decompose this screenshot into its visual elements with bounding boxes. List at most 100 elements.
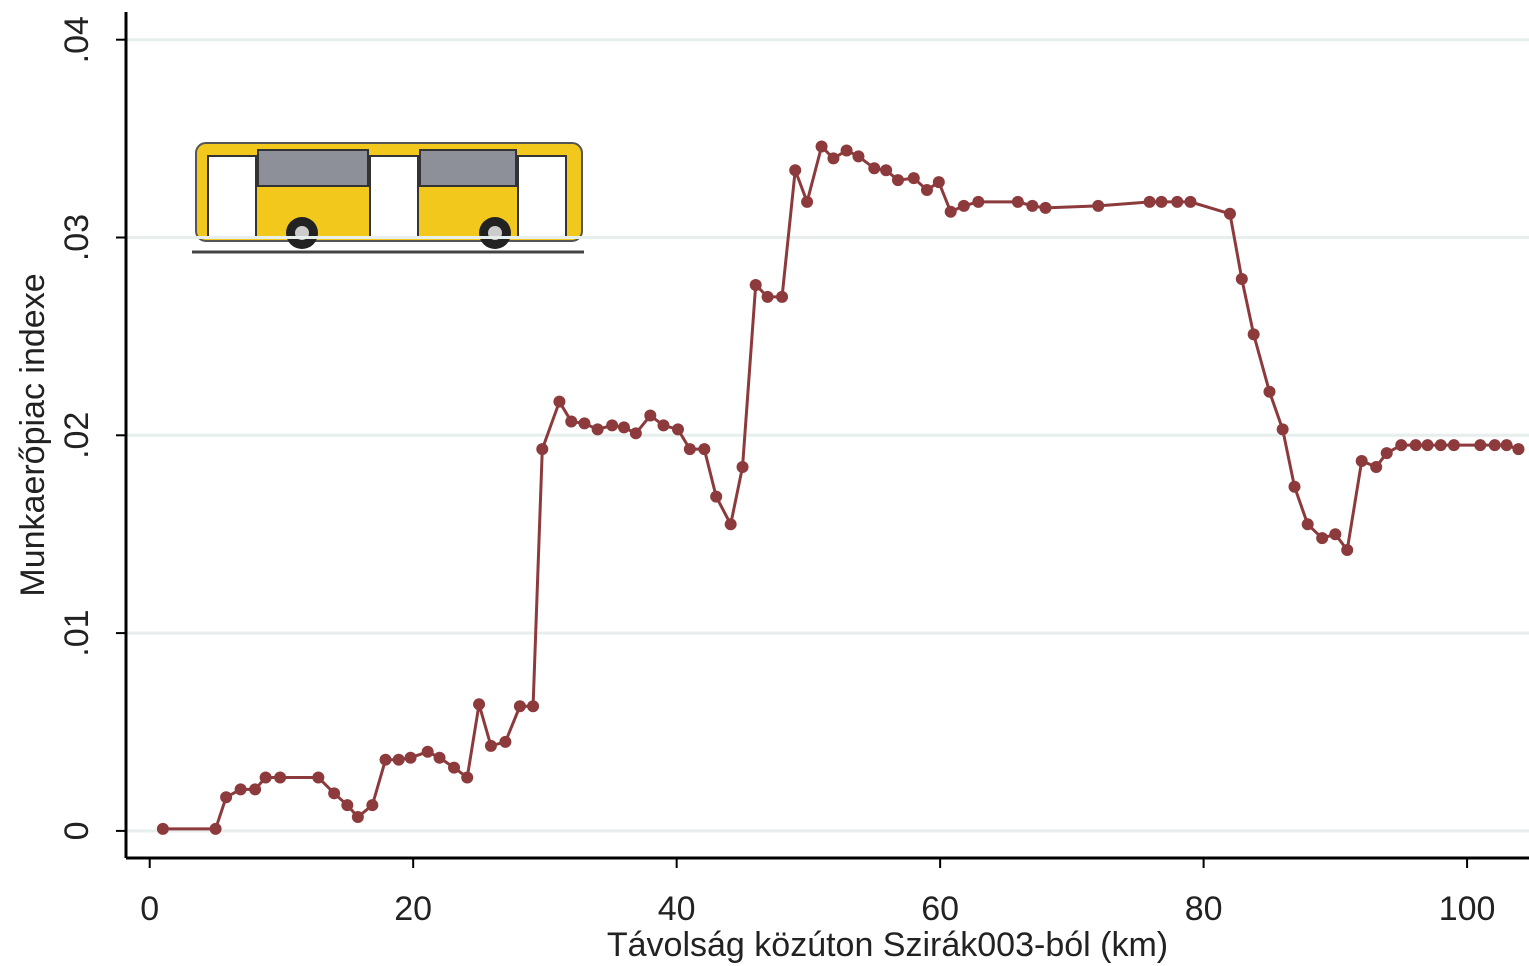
data-point	[724, 518, 737, 531]
data-point	[433, 751, 446, 764]
y-tick-label: .03	[58, 214, 96, 261]
data-point	[379, 753, 392, 766]
data-point	[513, 700, 526, 713]
data-point	[591, 423, 604, 436]
data-point	[1092, 199, 1105, 212]
data-point	[484, 739, 497, 752]
data-point	[1143, 195, 1156, 208]
data-point	[891, 174, 904, 187]
data-point	[1447, 439, 1460, 452]
data-point	[1171, 195, 1184, 208]
data-point	[351, 811, 364, 824]
y-tick-label: .04	[58, 16, 96, 63]
y-axis-label: Munkaerőpiac indexe	[14, 273, 52, 596]
y-tick-label: .01	[58, 609, 96, 656]
data-point	[749, 278, 762, 291]
data-point	[473, 698, 486, 711]
data-point	[1247, 328, 1260, 341]
data-point	[1395, 439, 1408, 452]
data-point	[644, 409, 657, 422]
data-point	[1355, 455, 1368, 468]
data-point	[448, 761, 461, 774]
x-tick-label: 0	[140, 890, 159, 928]
data-point	[789, 164, 802, 177]
data-point	[421, 745, 434, 758]
data-point	[220, 791, 233, 804]
data-point	[907, 172, 920, 185]
data-point	[312, 771, 325, 784]
data-point	[736, 460, 749, 473]
x-tick-label: 80	[1185, 890, 1223, 928]
data-point	[156, 822, 169, 835]
data-point	[957, 199, 970, 212]
y-tick-label: .02	[58, 412, 96, 459]
data-point	[840, 144, 853, 157]
data-point	[1026, 199, 1039, 212]
data-point	[578, 417, 591, 430]
data-point	[1329, 528, 1342, 541]
data-point	[1409, 439, 1422, 452]
x-tick-label: 60	[921, 890, 959, 928]
data-point	[341, 799, 354, 812]
data-point	[234, 783, 247, 796]
data-point	[565, 415, 578, 428]
data-point	[499, 735, 512, 748]
data-point	[1380, 447, 1393, 460]
x-tick-label: 40	[658, 890, 696, 928]
data-point	[657, 419, 670, 432]
data-point	[209, 822, 222, 835]
data-point	[461, 771, 474, 784]
data-point	[274, 771, 287, 784]
data-point	[920, 184, 933, 197]
data-point	[815, 140, 828, 153]
data-point	[1370, 460, 1383, 473]
x-tick-label: 20	[394, 890, 432, 928]
data-point	[880, 164, 893, 177]
data-point	[852, 150, 865, 163]
data-point	[801, 195, 814, 208]
data-point	[366, 799, 379, 812]
data-point	[671, 423, 684, 436]
data-point	[629, 427, 642, 440]
data-point	[553, 395, 566, 408]
x-axis-label: Távolság közúton Szirák003-ból (km)	[607, 926, 1168, 964]
data-point	[1276, 423, 1289, 436]
data-point	[776, 290, 789, 303]
data-point	[1301, 518, 1314, 531]
data-point	[404, 751, 417, 764]
data-point	[1421, 439, 1434, 452]
data-point	[617, 421, 630, 434]
data-point	[1500, 439, 1513, 452]
data-point	[392, 753, 405, 766]
data-point	[698, 443, 711, 456]
data-point	[827, 152, 840, 165]
data-point	[868, 162, 881, 175]
data-point	[259, 771, 272, 784]
data-point	[1488, 439, 1501, 452]
data-point	[932, 176, 945, 189]
data-point	[606, 419, 619, 432]
data-point	[1316, 532, 1329, 545]
data-point	[683, 443, 696, 456]
data-point	[1512, 443, 1525, 456]
data-point	[1474, 439, 1487, 452]
data-point	[1288, 480, 1301, 493]
data-point	[1184, 195, 1197, 208]
data-line	[162, 143, 1519, 831]
data-point	[1434, 439, 1447, 452]
data-point	[536, 443, 549, 456]
data-point	[249, 783, 262, 796]
data-point	[1223, 207, 1236, 220]
data-point	[1011, 195, 1024, 208]
y-tick-label: 0	[58, 821, 96, 840]
data-point	[972, 195, 985, 208]
bus-illustration	[192, 142, 584, 254]
data-point	[761, 290, 774, 303]
x-tick-label: 100	[1439, 890, 1496, 928]
data-point	[1235, 273, 1248, 286]
data-point	[1263, 385, 1276, 398]
data-point	[944, 205, 957, 218]
data-point	[1039, 201, 1052, 214]
data-point	[710, 490, 723, 503]
